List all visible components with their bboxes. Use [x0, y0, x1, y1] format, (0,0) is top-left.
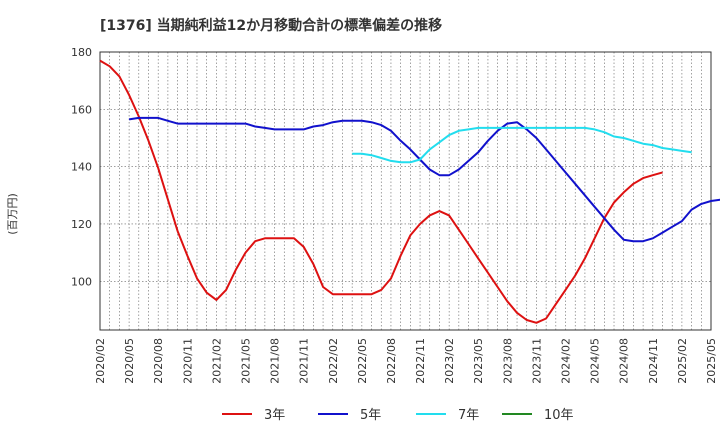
x-tick-label: 2025/02 [676, 338, 689, 384]
series-lines [99, 59, 720, 324]
x-tick-label: 2025/05 [705, 338, 718, 384]
y-ticks: 100 120 140 160 180 [71, 46, 92, 288]
x-tick-label: 2023/11 [530, 338, 543, 384]
x-tick-label: 2022/11 [414, 338, 427, 384]
y-tick-label: 160 [71, 103, 92, 116]
x-tick-label: 2022/08 [385, 338, 398, 384]
chart-title: [1376] 当期純利益12か月移動合計の標準偏差の推移 [100, 17, 442, 34]
x-tick-label: 2022/05 [356, 338, 369, 384]
legend-label: 7年 [458, 408, 479, 423]
y-axis-label: (百万円) [6, 193, 19, 235]
plot-area [99, 51, 712, 331]
x-tick-label: 2024/08 [618, 338, 631, 384]
series-line [352, 126, 692, 164]
x-ticks: 2020/02 2020/05 2020/08 2020/11 2021/02 2021/… [94, 338, 718, 384]
x-tick-label: 2020/11 [181, 338, 194, 384]
x-tick-label: 2020/05 [123, 338, 136, 384]
x-tick-label: 2020/02 [94, 338, 107, 384]
x-tick-label: 2024/02 [560, 338, 573, 384]
x-tick-label: 2024/11 [647, 338, 660, 384]
legend-label: 3年 [264, 408, 285, 423]
x-tick-label: 2021/08 [269, 338, 282, 384]
y-tick-label: 120 [71, 218, 92, 231]
x-tick-label: 2023/05 [472, 338, 485, 384]
x-tick-label: 2023/08 [501, 338, 514, 384]
legend: 3年 5年 7年 10年 [222, 408, 574, 423]
x-tick-label: 2024/05 [589, 338, 602, 384]
y-tick-label: 140 [71, 161, 92, 174]
x-tick-label: 2020/08 [152, 338, 165, 384]
x-tick-label: 2021/11 [298, 338, 311, 384]
series-line [128, 116, 720, 243]
y-tick-label: 180 [71, 46, 92, 59]
series-line [99, 59, 663, 324]
x-tick-label: 2023/02 [443, 338, 456, 384]
legend-label: 10年 [544, 408, 574, 423]
legend-label: 5年 [360, 408, 381, 423]
y-tick-label: 100 [71, 275, 92, 288]
x-tick-label: 2022/02 [327, 338, 340, 384]
x-tick-label: 2021/02 [210, 338, 223, 384]
x-tick-label: 2021/05 [239, 338, 252, 384]
grid [100, 52, 711, 330]
